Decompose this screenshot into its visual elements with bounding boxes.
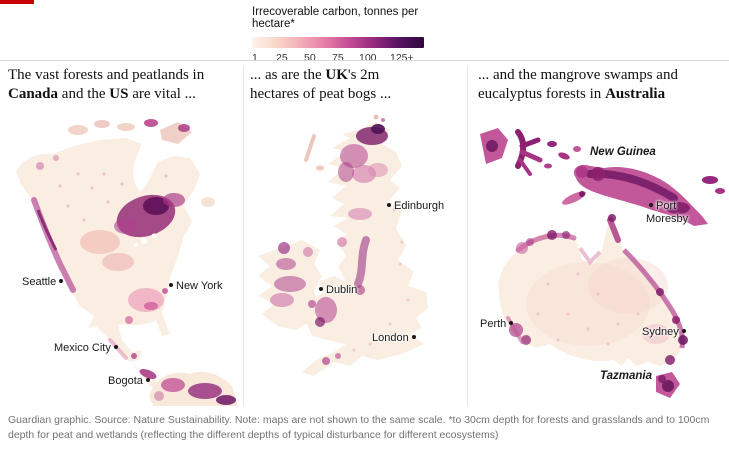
heading-text: and the	[58, 86, 110, 103]
city-dot	[145, 378, 150, 383]
map-uk-ireland	[258, 114, 428, 376]
city-dot	[387, 203, 391, 208]
city-dot	[649, 203, 653, 208]
northern-isles	[316, 114, 385, 171]
city-dot	[319, 287, 323, 292]
city-label-edinburgh: Edinburgh	[384, 200, 444, 212]
panel-uk: ... as are the UK's 2m hectares of peat …	[250, 66, 466, 411]
legend-tick: 50	[304, 52, 316, 64]
new-guinea-island	[573, 164, 708, 226]
legend-tick: 75	[332, 52, 344, 64]
city-name: Dublin	[326, 284, 358, 296]
city-label-sydney: Sydney	[642, 326, 689, 338]
divider-vertical-1	[243, 66, 244, 406]
map-wrap-north-america: Seattle New York Mexico City Bogota	[8, 114, 240, 411]
indonesia-islands	[480, 128, 586, 205]
legend-title: Irrecoverable carbon, tonnes per hectare…	[252, 6, 419, 30]
city-dot	[113, 345, 118, 350]
map-wrap-australia: New Guinea Port Moresby Perth Sydney Taz…	[478, 114, 725, 411]
heading-bold: US	[109, 86, 129, 103]
heading-text: The vast forests and peatlands in	[8, 67, 205, 83]
city-name: Seattle	[22, 276, 57, 288]
map-australia	[480, 128, 725, 398]
city-label-dublin: Dublin	[316, 284, 357, 296]
city-name: London	[372, 332, 409, 344]
city-dot	[681, 329, 686, 334]
divider-horizontal	[0, 60, 729, 61]
legend-tick: 1	[252, 52, 258, 64]
heading-text: 's 2m hectares of peat bogs ...	[250, 67, 392, 103]
legend-tick: 100	[359, 52, 377, 64]
city-label-port-moresby: Port Moresby	[646, 200, 696, 225]
hebrides-islands	[304, 134, 316, 162]
map-wrap-uk: Edinburgh Dublin London	[250, 114, 468, 411]
city-dot	[411, 335, 416, 340]
great-lakes	[134, 233, 157, 247]
city-name: Sydney	[642, 326, 679, 338]
arctic-islands	[68, 119, 192, 144]
legend-tick: 25	[276, 52, 288, 64]
city-name: New York	[176, 280, 223, 292]
carbon-density-blobs	[270, 124, 410, 365]
city-name: Perth	[480, 318, 507, 330]
city-label-seattle: Seattle	[22, 276, 66, 288]
panel-heading: ... and the mangrove swamps and eucalypt…	[478, 66, 722, 104]
carbon-density-blobs	[31, 155, 236, 405]
city-name: Bogota	[108, 375, 143, 387]
city-dot	[59, 279, 64, 284]
city-name: Mexico City	[54, 342, 111, 354]
city-label-perth: Perth	[480, 318, 516, 330]
source-note: Guardian graphic. Source: Nature Sustain…	[8, 414, 710, 441]
panel-australia: ... and the mangrove swamps and eucalypt…	[478, 66, 725, 411]
panel-heading: The vast forests and peatlands in Canada…	[8, 66, 244, 104]
city-label-bogota: Bogota	[108, 375, 153, 387]
region-label-tasmania: Tazmania	[600, 370, 652, 382]
carbon-density-blobs	[506, 214, 688, 392]
heading-text: are vital ...	[128, 86, 196, 103]
divider-vertical-2	[467, 66, 468, 406]
newfoundland-island	[201, 197, 215, 207]
legend-ticks: 1 25 50 75 100 125+	[252, 52, 432, 66]
bismarck-islands	[702, 176, 725, 194]
city-label-mexico-city: Mexico City	[54, 342, 121, 354]
legend-gradient-bar	[252, 37, 424, 48]
heading-text: ... as are the	[250, 67, 326, 83]
heading-bold: Canada	[8, 86, 59, 103]
heading-bold: Australia	[605, 86, 666, 103]
legend: Irrecoverable carbon, tonnes per hectare…	[252, 6, 462, 66]
heading-text: ... and the mangrove swamps and eucalypt…	[478, 67, 678, 103]
city-label-london: London	[372, 332, 419, 344]
city-name: Port Moresby	[646, 200, 689, 225]
panel-heading: ... as are the UK's 2m hectares of peat …	[250, 66, 430, 104]
city-label-new-york: New York	[166, 280, 222, 292]
city-dot	[169, 283, 173, 288]
city-name: Edinburgh	[394, 200, 445, 212]
region-label-new-guinea: New Guinea	[590, 146, 656, 158]
guardian-red-mark	[0, 0, 34, 4]
legend-tick: 125+	[390, 52, 414, 64]
city-dot	[509, 321, 514, 326]
panel-north-america: The vast forests and peatlands in Canada…	[8, 66, 242, 411]
heading-bold: UK	[325, 67, 348, 83]
map-north-america	[16, 119, 238, 406]
